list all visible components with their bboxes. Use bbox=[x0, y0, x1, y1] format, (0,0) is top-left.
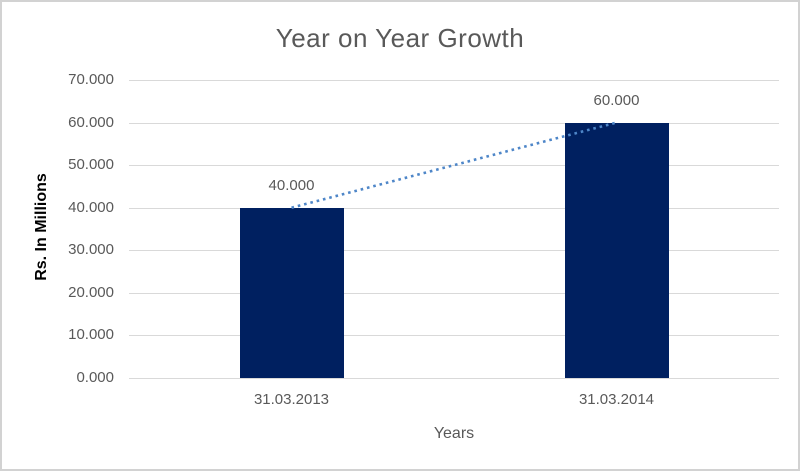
bar-31.03.2014 bbox=[564, 122, 669, 378]
plot-area bbox=[129, 80, 779, 379]
y-tick-label: 30.000 bbox=[68, 241, 114, 259]
gridline bbox=[129, 165, 779, 167]
x-tick-label: 31.03.2013 bbox=[253, 391, 330, 408]
gridline bbox=[129, 80, 779, 81]
y-tick-label: 60.000 bbox=[68, 113, 114, 131]
data-label: 40.000 bbox=[268, 176, 315, 194]
gridline bbox=[129, 207, 779, 209]
chart-title: Year on Year Growth bbox=[275, 23, 525, 53]
gridline bbox=[129, 292, 779, 294]
y-tick-label: 20.000 bbox=[68, 283, 114, 301]
data-label: 60.000 bbox=[593, 91, 640, 109]
y-tick-label: 50.000 bbox=[68, 156, 114, 174]
y-tick-label: 40.000 bbox=[68, 198, 114, 216]
y-axis-title: Rs. In Millions bbox=[33, 173, 50, 281]
y-tick-label: 10.000 bbox=[68, 326, 114, 344]
gridline bbox=[129, 122, 779, 124]
gridline bbox=[129, 335, 779, 337]
x-axis-title: Years bbox=[433, 425, 475, 442]
y-tick-label: 70.000 bbox=[68, 71, 114, 88]
bar-31.03.2013 bbox=[239, 207, 344, 378]
gridline bbox=[129, 378, 779, 379]
x-tick-label: 31.03.2014 bbox=[578, 391, 655, 408]
y-tick-label: 0.000 bbox=[76, 369, 114, 386]
gridline bbox=[129, 250, 779, 252]
